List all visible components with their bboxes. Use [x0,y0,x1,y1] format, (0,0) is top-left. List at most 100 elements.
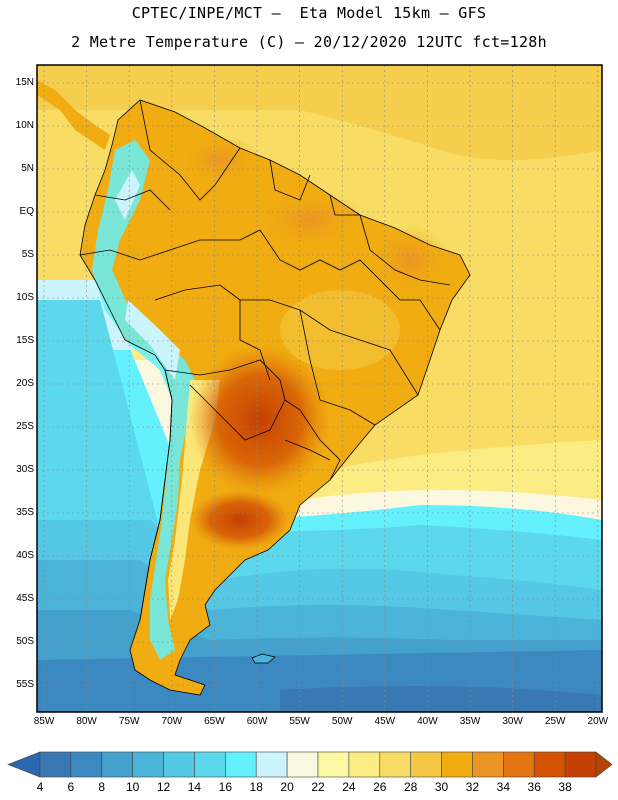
colorbar-label: 10 [125,780,140,794]
lon-label: 40W [417,716,438,727]
colorbar-swatch [255,751,288,778]
colorbar-label: 16 [218,780,232,794]
central-america-land [37,80,110,150]
lat-label: 50S [16,636,34,647]
coastline [79,99,471,696]
warm-core-northeast [370,225,450,295]
falkland-islands [251,653,276,664]
colorbar-label: 34 [496,780,510,794]
ocean-tropical-band [37,65,602,160]
colorbar-swatch [564,751,597,778]
colorbar-swatch [194,751,226,778]
colorbar-label: 28 [403,780,418,794]
peru-brazil-border [79,229,261,261]
lat-label: 55S [16,679,34,690]
lon-label: 70W [161,716,183,727]
colorbar-swatch [441,751,473,778]
colorbar-swatch [101,751,133,778]
brazil-state-borders-south [299,309,376,426]
suriname-border [329,194,360,216]
colorbar-label: 8 [98,780,106,794]
hot-core-pampas [190,490,290,550]
brazil-state-borders-central [240,299,419,396]
warm-core-venezuela [180,135,260,185]
lon-label: 85W [33,716,55,727]
colorbar-label: 38 [558,780,572,794]
lat-label: 10N [15,120,34,131]
colorbar-swatch [163,751,195,778]
colorbar-swatch [503,751,535,778]
colorbar-swatch [132,751,164,778]
lat-label: 15N [15,77,34,88]
colombia-andes-cool [115,170,140,220]
colorbar-low-arrow [7,751,41,778]
colorbar-swatch [286,751,319,778]
colorbar-swatch [317,751,350,778]
colorbar-label: 18 [249,780,263,794]
lat-label: 5S [21,249,34,260]
colombia-ecuador-border [94,189,171,211]
warm-core-amazon [255,190,365,250]
colorbar-label: 30 [434,780,449,794]
colorbar [7,751,613,778]
lon-label: 45W [374,716,396,727]
colorbar-swatch [39,751,72,778]
chart-title-line2: 2 Metre Temperature (C) – 20/12/2020 12U… [71,33,547,51]
lat-label: EQ [19,206,34,217]
brazil-state-borders-northeast [359,214,451,286]
colombia-venezuela-border [139,99,241,201]
lat-label: 15S [16,335,34,346]
lon-label: 35W [459,716,481,727]
colorbar-swatch [348,751,381,778]
colorbar-label: 24 [342,780,356,794]
altiplano-cool [125,300,180,380]
colorbar-high-arrow [595,751,613,778]
colorbar-label: 14 [187,780,202,794]
lon-label: 80W [76,716,97,727]
lat-label: 5N [21,163,34,174]
lon-label: 65W [204,716,225,727]
colorbar-swatch [225,751,257,778]
colorbar-swatch [70,751,103,778]
lat-label: 45S [16,593,34,604]
country-borders [79,99,471,696]
andes-cool-strip [92,140,195,660]
colorbar-label: 36 [527,780,541,794]
lat-label: 10S [16,292,34,303]
map-frame [36,64,603,713]
colorbar-label: 20 [280,780,294,794]
guyana-border [269,159,311,201]
lon-label: 25W [544,716,566,727]
chile-argentina-border [139,369,173,621]
lon-label: 20W [587,716,609,727]
brazil-plateau-mild [280,290,400,370]
rio-grande-do-sul-border [284,439,331,461]
lon-label: 30W [502,716,523,727]
lon-label: 55W [289,716,310,727]
colorbar-swatch [472,751,504,778]
lat-label: 20S [16,378,34,389]
colorbar-swatch [533,751,566,778]
lat-label: 30S [16,464,34,475]
lat-label: 40S [16,550,34,561]
chart-title-line1: CPTEC/INPE/MCT – Eta Model 15km – GFS [131,4,487,22]
lon-label: 50W [331,716,353,727]
uruguay-border [284,399,341,481]
graticule [37,65,602,712]
colorbar-label: 22 [311,780,325,794]
colorbar-label: 32 [465,780,480,794]
lat-label: 35S [16,507,34,518]
colorbar-label: 6 [67,780,75,794]
ocean-band-6 [280,686,602,712]
colorbar-label: 12 [156,780,171,794]
hot-core-paraguay [190,345,330,495]
temperature-field [37,65,602,712]
lat-label: 25S [16,421,34,432]
lon-label: 75W [118,716,140,727]
colorbar-label: 4 [36,780,44,794]
colorbar-label: 26 [373,780,387,794]
colorbar-swatch [379,751,411,778]
brazil-state-borders-north [259,229,441,331]
colorbar-swatch [410,751,442,778]
